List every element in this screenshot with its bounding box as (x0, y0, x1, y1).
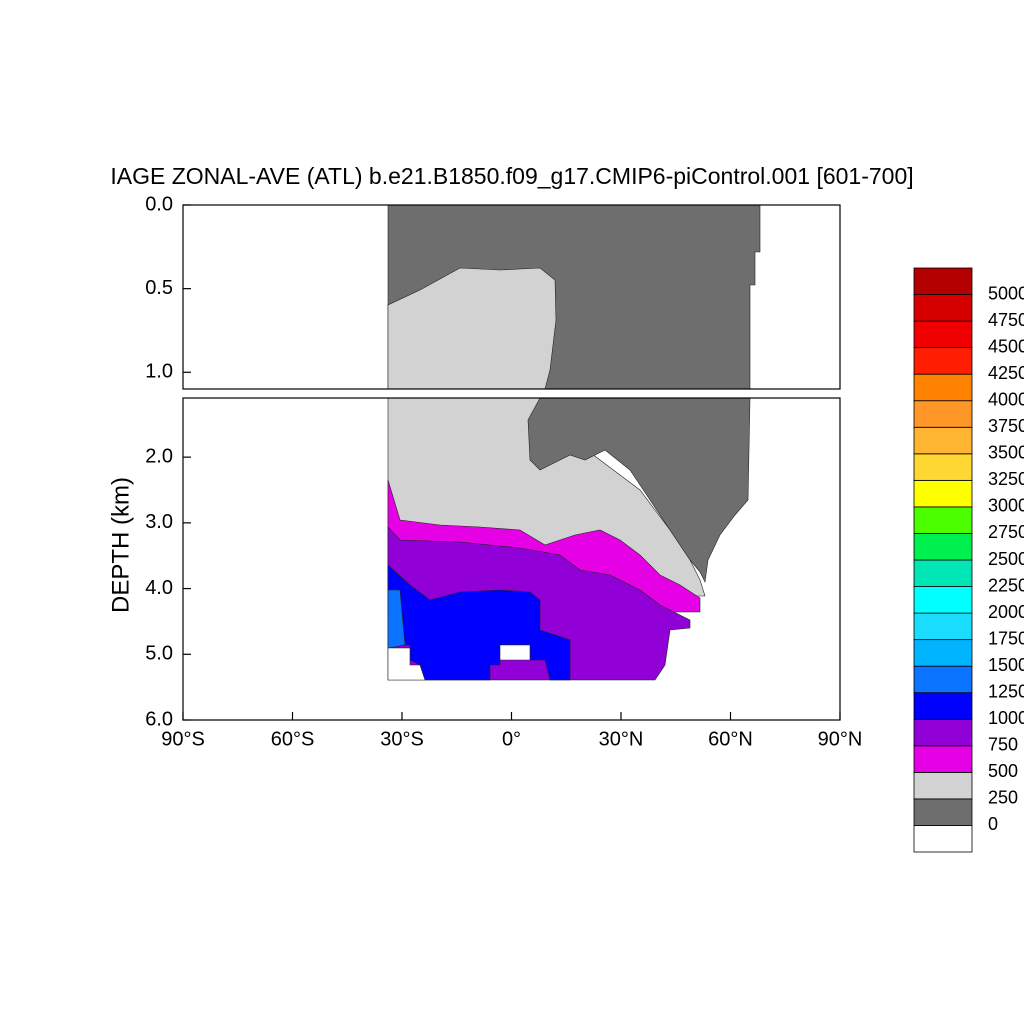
colorbar-box (913, 639, 973, 667)
colorbar-label: 4750 (988, 310, 1024, 330)
colorbar-label: 1500 (988, 655, 1024, 675)
colorbar-label: 250 (988, 788, 1018, 808)
colorbar-box (913, 586, 973, 614)
y-tick-label: 3.0 (145, 511, 173, 533)
colorbar-box (913, 426, 973, 455)
y-axis-label: DEPTH (km) (107, 477, 134, 613)
colorbar-box (913, 665, 973, 694)
y-tick-label: 2.0 (145, 445, 173, 467)
colorbar-box (913, 825, 973, 853)
colorbar-label: 3250 (988, 469, 1024, 489)
colorbar-box (913, 453, 973, 481)
colorbar-label: 5000 (988, 283, 1024, 303)
contour-region (387, 589, 406, 649)
colorbar-box (913, 267, 973, 295)
colorbar-box (913, 533, 973, 561)
colorbar-label: 500 (988, 761, 1018, 781)
x-tick-label: 60°N (708, 728, 753, 750)
colorbar-box (913, 612, 973, 641)
colorbar-label: 1000 (988, 708, 1024, 728)
x-tick-label: 0° (502, 728, 521, 750)
colorbar-box (913, 745, 973, 773)
colorbar-label: 4500 (988, 336, 1024, 356)
contour-region (387, 564, 571, 681)
x-tick-label: 90°S (161, 728, 205, 750)
colorbar-label: 4000 (988, 389, 1024, 409)
colorbar-box (913, 559, 973, 587)
x-tick-label: 30°N (599, 728, 644, 750)
colorbar-box (913, 692, 973, 720)
colorbar-label: 2000 (988, 602, 1024, 622)
y-tick-label: 0.5 (145, 277, 173, 299)
colorbar-label: 2250 (988, 575, 1024, 595)
contour-region (387, 647, 426, 681)
colorbar-label: 2750 (988, 522, 1024, 542)
colorbar-box (913, 294, 973, 322)
colorbar-label: 750 (988, 735, 1018, 755)
y-tick-label: 5.0 (145, 643, 173, 665)
colorbar-box (913, 347, 973, 375)
colorbar-box (913, 400, 973, 428)
y-tick-label: 1.0 (145, 361, 173, 383)
colorbar-label: 3750 (988, 416, 1024, 436)
colorbar-label: 1750 (988, 628, 1024, 648)
colorbar-box (913, 798, 973, 826)
y-tick-label: 0.0 (145, 193, 173, 215)
contour-region (527, 397, 751, 584)
chart-title: IAGE ZONAL-AVE (ATL) b.e21.B1850.f09_g17… (110, 163, 913, 189)
colorbar-label: 3000 (988, 496, 1024, 516)
y-tick-label: 4.0 (145, 577, 173, 599)
colorbar-box (913, 771, 973, 800)
colorbar-label: 0 (988, 814, 998, 834)
colorbar-box (913, 479, 973, 508)
colorbar-label: 4250 (988, 363, 1024, 383)
colorbar-box (913, 718, 973, 747)
panel-frame (182, 204, 841, 390)
contour-region (499, 644, 531, 661)
colorbar-label: 2500 (988, 549, 1024, 569)
x-tick-label: 90°N (818, 728, 863, 750)
colorbar-label: 1250 (988, 681, 1024, 701)
colorbar-box (913, 373, 973, 402)
contour-region (387, 267, 557, 390)
colorbar-label: 3500 (988, 443, 1024, 463)
y-tick-label: 6.0 (145, 708, 173, 730)
colorbar-box (913, 320, 973, 349)
colorbar-box (913, 506, 973, 534)
x-tick-label: 60°S (271, 728, 315, 750)
x-tick-label: 30°S (380, 728, 424, 750)
